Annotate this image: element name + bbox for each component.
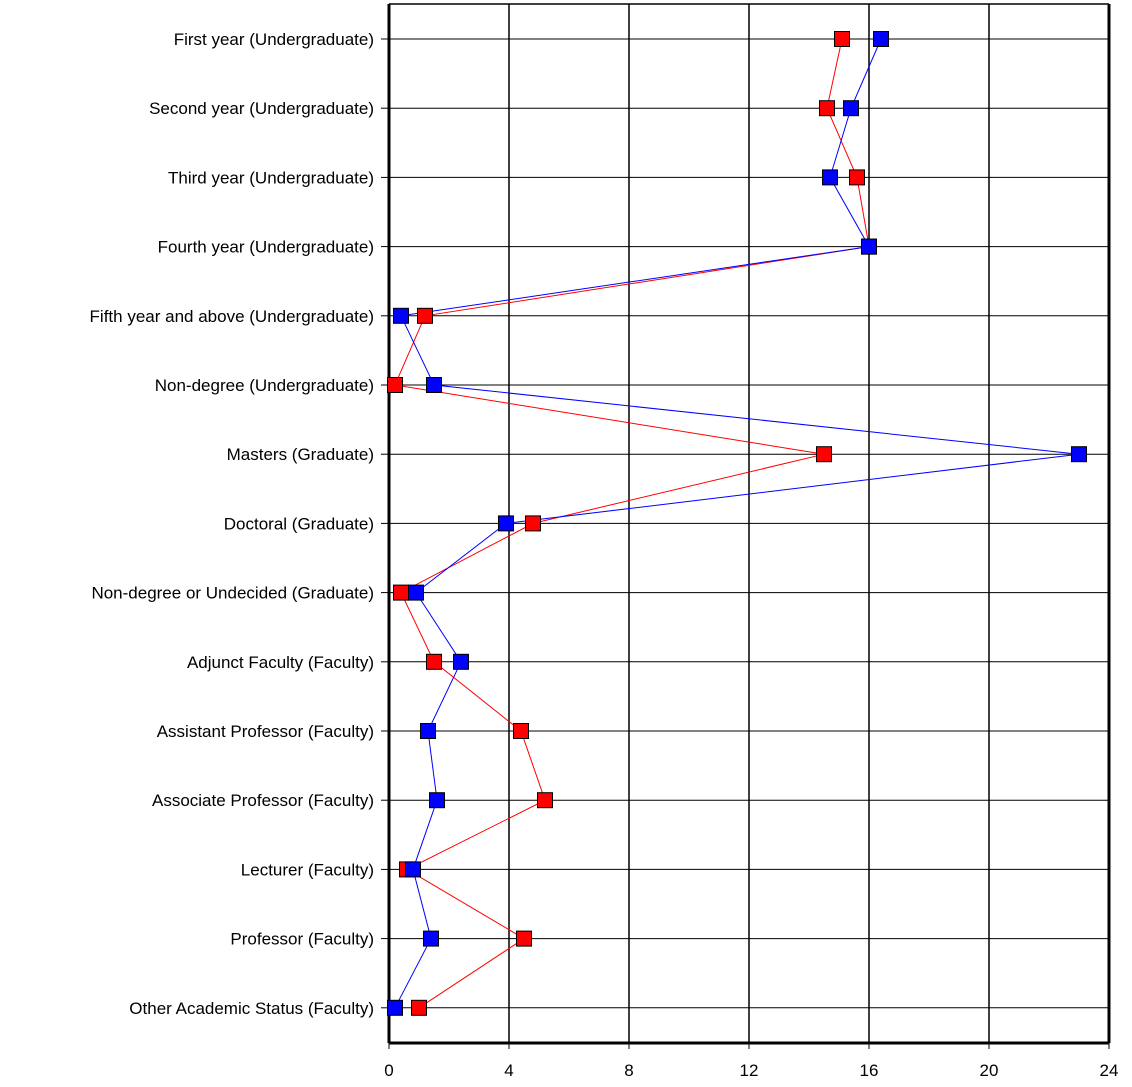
data-point-marker <box>1071 446 1087 463</box>
label-layer: 0 4 8 12 16 20 24 First year (Undergraduate) Sec… <box>90 30 1119 1080</box>
y-category-label: Other Academic Status (Faculty) <box>129 999 374 1018</box>
x-tick-label: 12 <box>740 1061 759 1080</box>
x-tick-label: 16 <box>860 1061 879 1080</box>
x-tick-label: 0 <box>384 1061 393 1080</box>
data-point-marker <box>822 169 838 186</box>
y-category-label: Non-degree or Undecided (Graduate) <box>91 584 374 603</box>
y-category-label: Second year (Undergraduate) <box>149 99 374 118</box>
data-point-marker <box>834 31 850 47</box>
x-tick-label: 20 <box>980 1061 999 1080</box>
y-category-label: Adjunct Faculty (Faculty) <box>187 653 374 672</box>
data-point-marker <box>843 100 859 117</box>
data-point-marker <box>393 584 409 601</box>
data-point-marker <box>417 307 433 324</box>
data-point-marker <box>861 238 877 255</box>
data-point-marker <box>873 31 889 47</box>
y-category-label: Associate Professor (Faculty) <box>152 791 374 810</box>
data-point-marker <box>498 515 514 532</box>
data-point-marker <box>408 584 424 601</box>
data-point-marker <box>819 100 835 117</box>
data-point-marker <box>513 723 529 739</box>
y-category-label: Fourth year (Undergraduate) <box>158 238 374 257</box>
y-category-label: First year (Undergraduate) <box>174 30 374 49</box>
data-point-marker <box>420 723 436 739</box>
y-category-label: Non-degree (Undergraduate) <box>155 376 374 395</box>
data-point-marker <box>405 861 421 878</box>
data-point-marker <box>387 999 403 1016</box>
data-point-marker <box>537 792 553 809</box>
y-category-label: Fifth year and above (Undergraduate) <box>90 307 374 326</box>
y-category-label: Doctoral (Graduate) <box>224 514 374 533</box>
y-category-label: Third year (Undergraduate) <box>168 168 374 187</box>
series-layer <box>387 31 1087 1016</box>
y-category-label: Masters (Graduate) <box>227 445 374 464</box>
data-point-marker <box>423 930 439 947</box>
data-point-marker <box>849 169 865 186</box>
y-category-label: Professor (Faculty) <box>230 930 374 949</box>
data-point-marker <box>816 446 832 463</box>
data-point-marker <box>393 307 409 324</box>
y-category-label: Assistant Professor (Faculty) <box>157 722 374 741</box>
data-point-marker <box>411 999 427 1016</box>
data-point-marker <box>525 515 541 532</box>
y-category-label: Lecturer (Faculty) <box>241 860 374 879</box>
data-point-marker <box>516 930 532 947</box>
data-point-marker <box>426 653 442 670</box>
x-tick-label: 4 <box>504 1061 513 1080</box>
x-tick-label: 8 <box>624 1061 633 1080</box>
data-point-marker <box>387 377 403 393</box>
grid-layer <box>381 3 1111 1049</box>
data-point-marker <box>429 792 445 809</box>
x-tick-label: 24 <box>1100 1061 1119 1080</box>
data-point-marker <box>426 377 442 393</box>
data-point-marker <box>453 653 469 670</box>
